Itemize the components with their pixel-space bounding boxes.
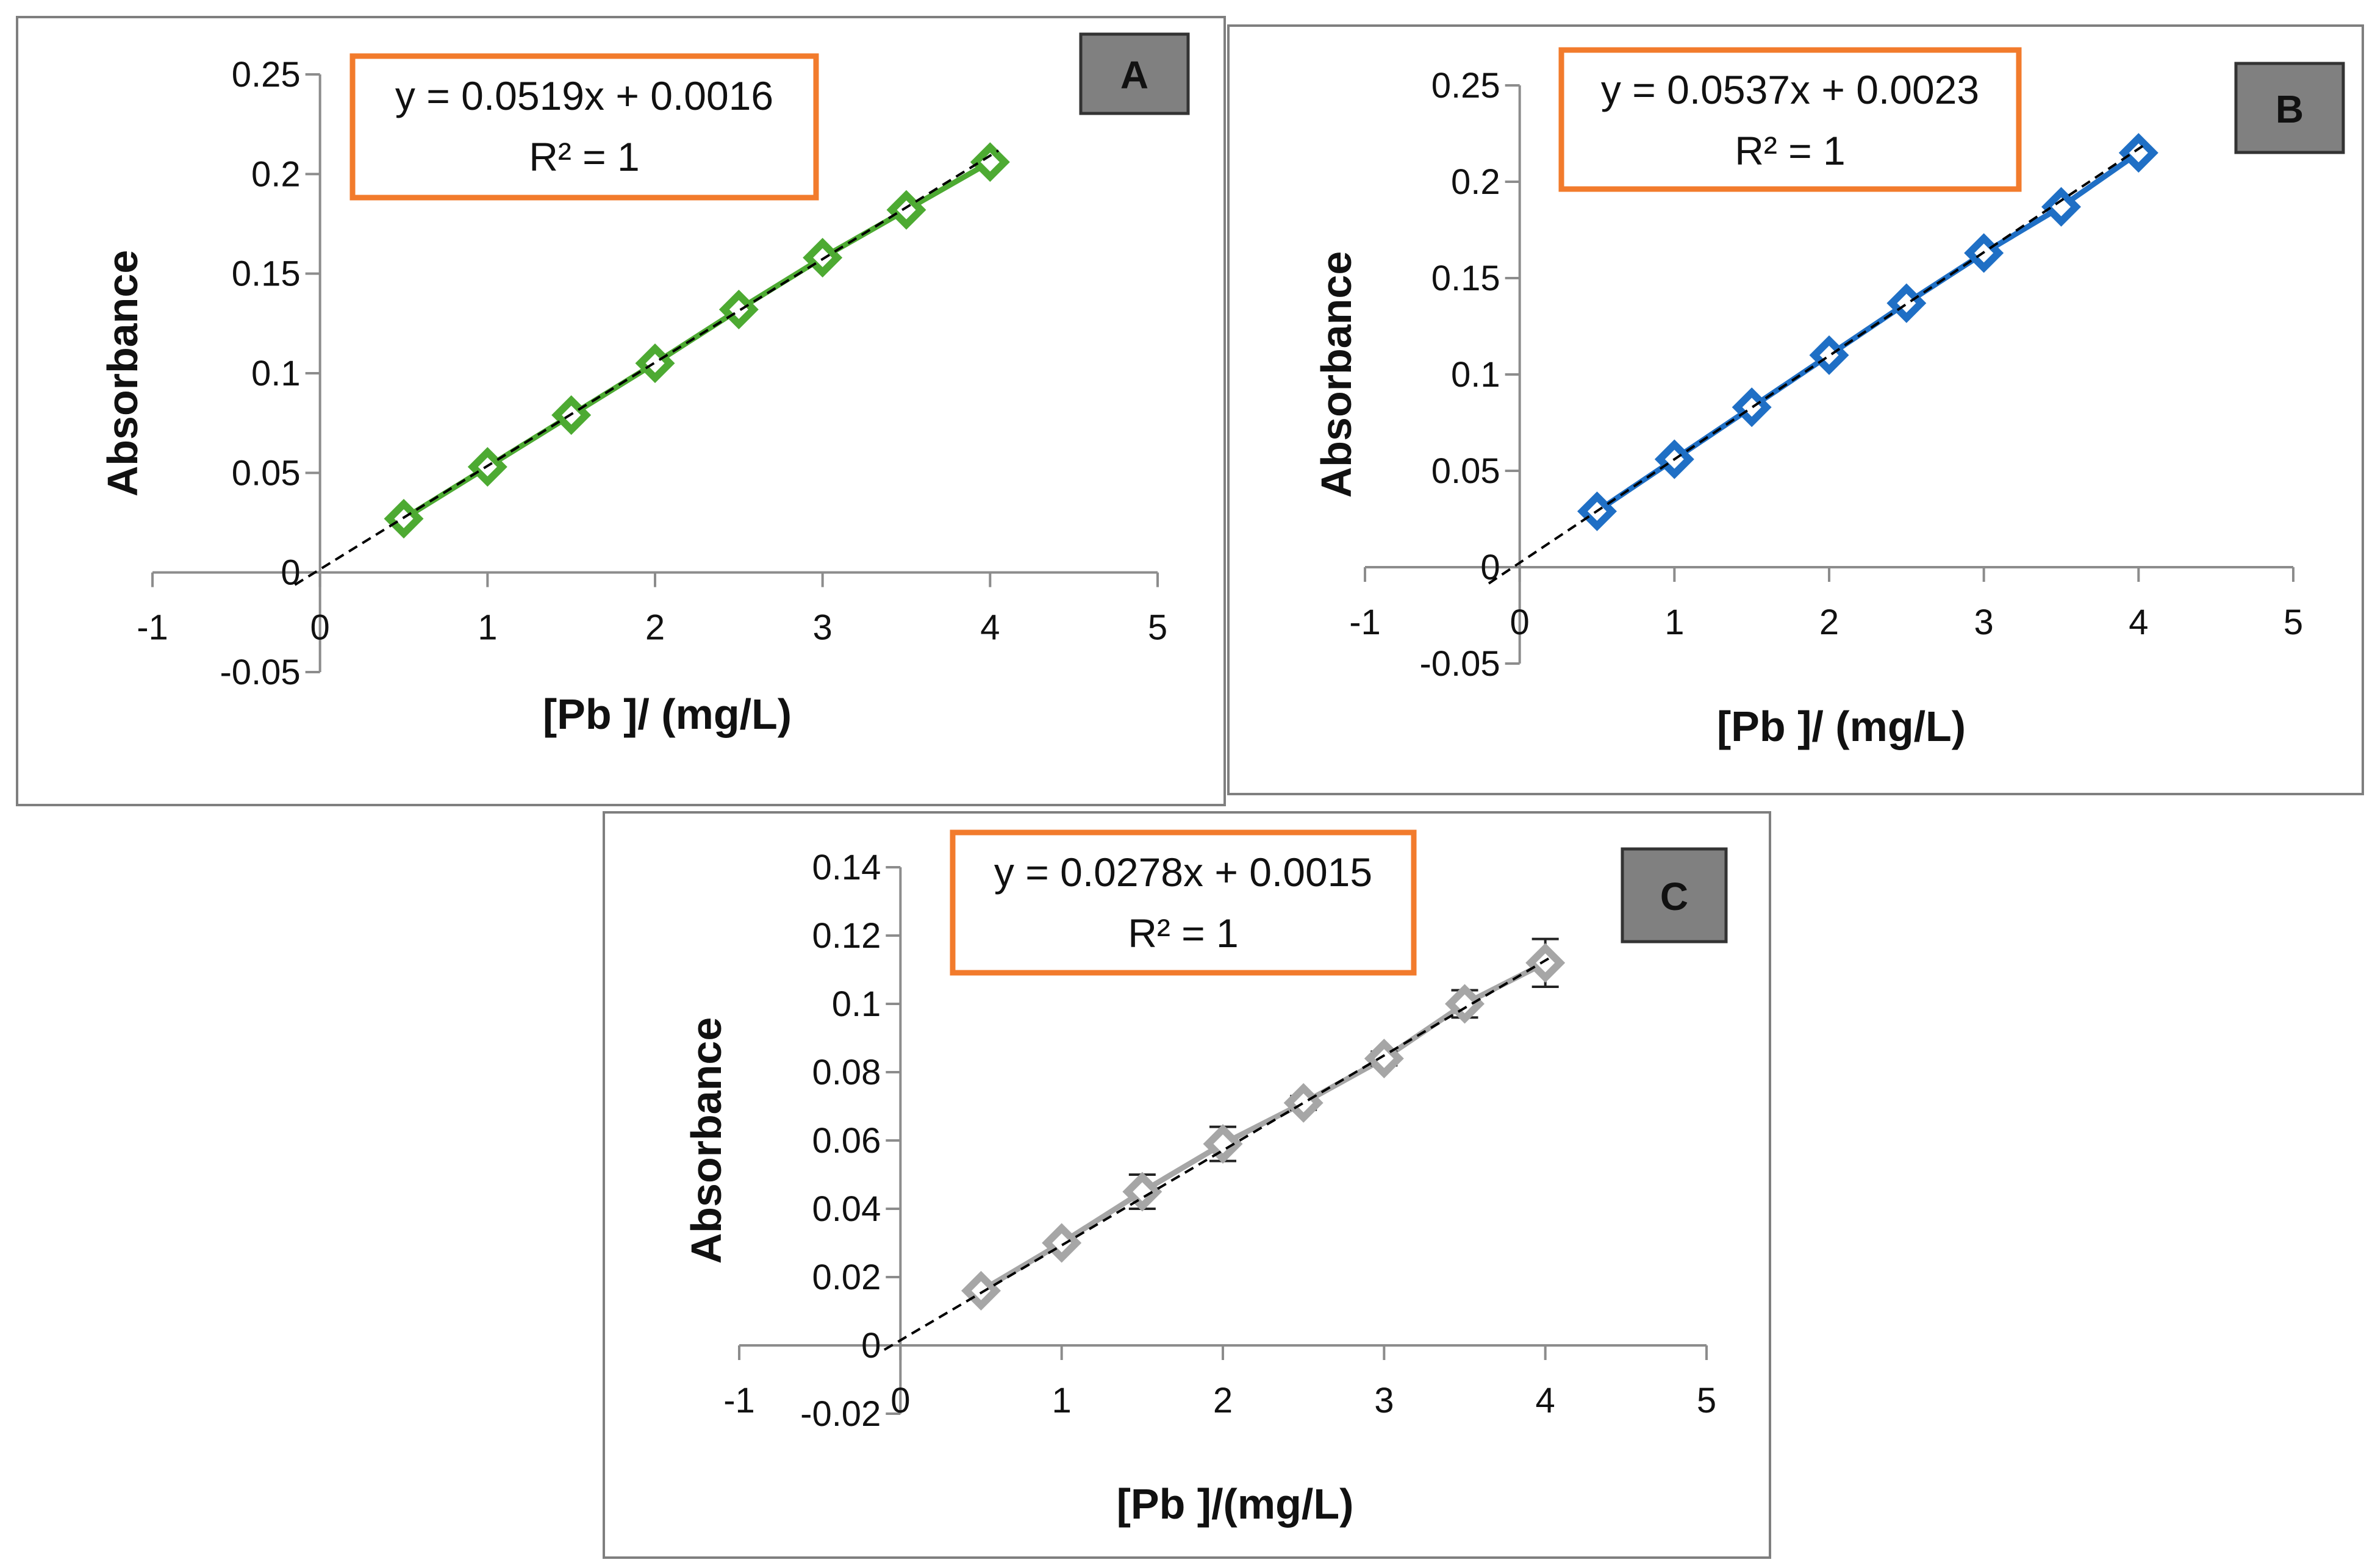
y-tick-label: 0.2 bbox=[1451, 162, 1500, 202]
y-tick-label: 0 bbox=[861, 1326, 881, 1366]
y-tick-label: 0.06 bbox=[812, 1121, 881, 1161]
trendline-equation: y = 0.0537x + 0.0023 bbox=[1601, 67, 1979, 112]
data-point bbox=[2118, 133, 2158, 173]
x-tick-label: 5 bbox=[1697, 1381, 1716, 1420]
equation-box bbox=[1558, 47, 2022, 192]
data-point bbox=[2041, 187, 2081, 227]
trendline-equation: y = 0.0519x + 0.0016 bbox=[395, 73, 773, 118]
data-point bbox=[1732, 387, 1772, 428]
r-squared: R² = 1 bbox=[529, 134, 640, 179]
y-axis-title: Absorbance bbox=[682, 1017, 730, 1264]
x-tick-label: 2 bbox=[1213, 1381, 1233, 1420]
y-tick-label: 0.25 bbox=[232, 55, 301, 95]
y-tick-label: 0 bbox=[281, 553, 300, 593]
y-tick-label: 0.2 bbox=[251, 154, 301, 194]
r-squared: R² = 1 bbox=[1735, 128, 1846, 173]
y-tick-label: 0.04 bbox=[812, 1189, 881, 1229]
panel-badge bbox=[1079, 32, 1190, 115]
equation-box bbox=[349, 53, 819, 201]
x-axis-title: [Pb ]/ (mg/L) bbox=[543, 690, 792, 738]
x-tick-label: 0 bbox=[890, 1381, 910, 1420]
x-axis-title: [Pb ]/ (mg/L) bbox=[1717, 703, 1966, 750]
y-tick-label: -0.02 bbox=[800, 1394, 881, 1434]
x-tick-label: 3 bbox=[813, 608, 833, 648]
panel-label: C bbox=[1660, 875, 1688, 918]
y-tick-label: 0.1 bbox=[1451, 355, 1500, 395]
y-tick-label: 0.15 bbox=[1431, 259, 1500, 298]
series-line bbox=[980, 960, 1547, 1294]
x-tick-label: 2 bbox=[1819, 603, 1839, 642]
chart-a: -0.05 0 0.05 0.1 0.15 0.2 0.25 -1 0 1 2 3 4 5 [Pb ]/ (… bbox=[16, 16, 1226, 806]
x-tick-label: 2 bbox=[645, 608, 665, 648]
x-tick-label: 5 bbox=[1148, 608, 1167, 648]
data-point bbox=[1203, 1124, 1243, 1164]
data-point bbox=[718, 289, 759, 329]
panel-badge bbox=[2234, 62, 2345, 154]
chart-b: -0.05 0 0.05 0.1 0.15 0.2 0.25 -1 0 1 2 3 4 5 [Pb ]/ (… bbox=[1227, 24, 2364, 795]
x-tick-label: -1 bbox=[1349, 603, 1381, 642]
trendline-equation: y = 0.0278x + 0.0015 bbox=[994, 850, 1372, 895]
data-point bbox=[1445, 984, 1485, 1024]
y-tick-label: 0.08 bbox=[812, 1053, 881, 1092]
y-tick-label: 0.1 bbox=[832, 984, 881, 1024]
data-point bbox=[886, 190, 926, 230]
equation-box bbox=[950, 829, 1417, 976]
y-axis-title: Absorbance bbox=[1313, 251, 1360, 498]
y-tick-label: 0.15 bbox=[232, 254, 301, 294]
y-tick-label: 0.05 bbox=[1431, 451, 1500, 491]
trendline bbox=[883, 954, 1554, 1351]
data-point bbox=[1122, 1172, 1162, 1212]
r-squared: R² = 1 bbox=[1128, 911, 1239, 956]
x-tick-label: 4 bbox=[980, 608, 1000, 648]
y-tick-label: -0.05 bbox=[220, 653, 300, 692]
data-point bbox=[970, 142, 1010, 182]
x-tick-label: -1 bbox=[137, 608, 168, 648]
trendline bbox=[1488, 142, 2148, 585]
y-tick-label: 0.05 bbox=[232, 453, 301, 493]
y-tick-label: 0.1 bbox=[251, 354, 301, 393]
y-tick-label: 0.25 bbox=[1431, 66, 1500, 106]
y-axis-title: Absorbance bbox=[99, 250, 146, 497]
y-tick-label: 0.02 bbox=[812, 1258, 881, 1297]
y-tick-label: 0.14 bbox=[812, 848, 881, 887]
y-tick-label: -0.05 bbox=[1419, 644, 1500, 684]
panel-label: B bbox=[2276, 87, 2304, 131]
x-tick-label: 1 bbox=[1052, 1381, 1072, 1420]
y-tick-label: 0 bbox=[1480, 548, 1500, 587]
x-tick-label: 0 bbox=[1510, 603, 1530, 642]
x-tick-label: 3 bbox=[1374, 1381, 1394, 1420]
trendline bbox=[294, 149, 1000, 586]
x-tick-label: 5 bbox=[2284, 603, 2303, 642]
x-tick-label: 3 bbox=[1974, 603, 1994, 642]
x-tick-label: 1 bbox=[1664, 603, 1684, 642]
x-tick-label: 0 bbox=[310, 608, 330, 648]
data-point bbox=[1525, 943, 1566, 983]
panel-label: A bbox=[1120, 53, 1148, 97]
x-axis-title: [Pb ]/(mg/L) bbox=[1117, 1480, 1354, 1528]
x-tick-label: -1 bbox=[723, 1381, 755, 1420]
x-tick-label: 4 bbox=[1536, 1381, 1555, 1420]
panel-badge bbox=[1621, 847, 1728, 943]
data-point bbox=[635, 343, 675, 384]
x-tick-label: 4 bbox=[2129, 603, 2148, 642]
y-tick-label: 0.12 bbox=[812, 916, 881, 956]
x-tick-label: 1 bbox=[478, 608, 497, 648]
